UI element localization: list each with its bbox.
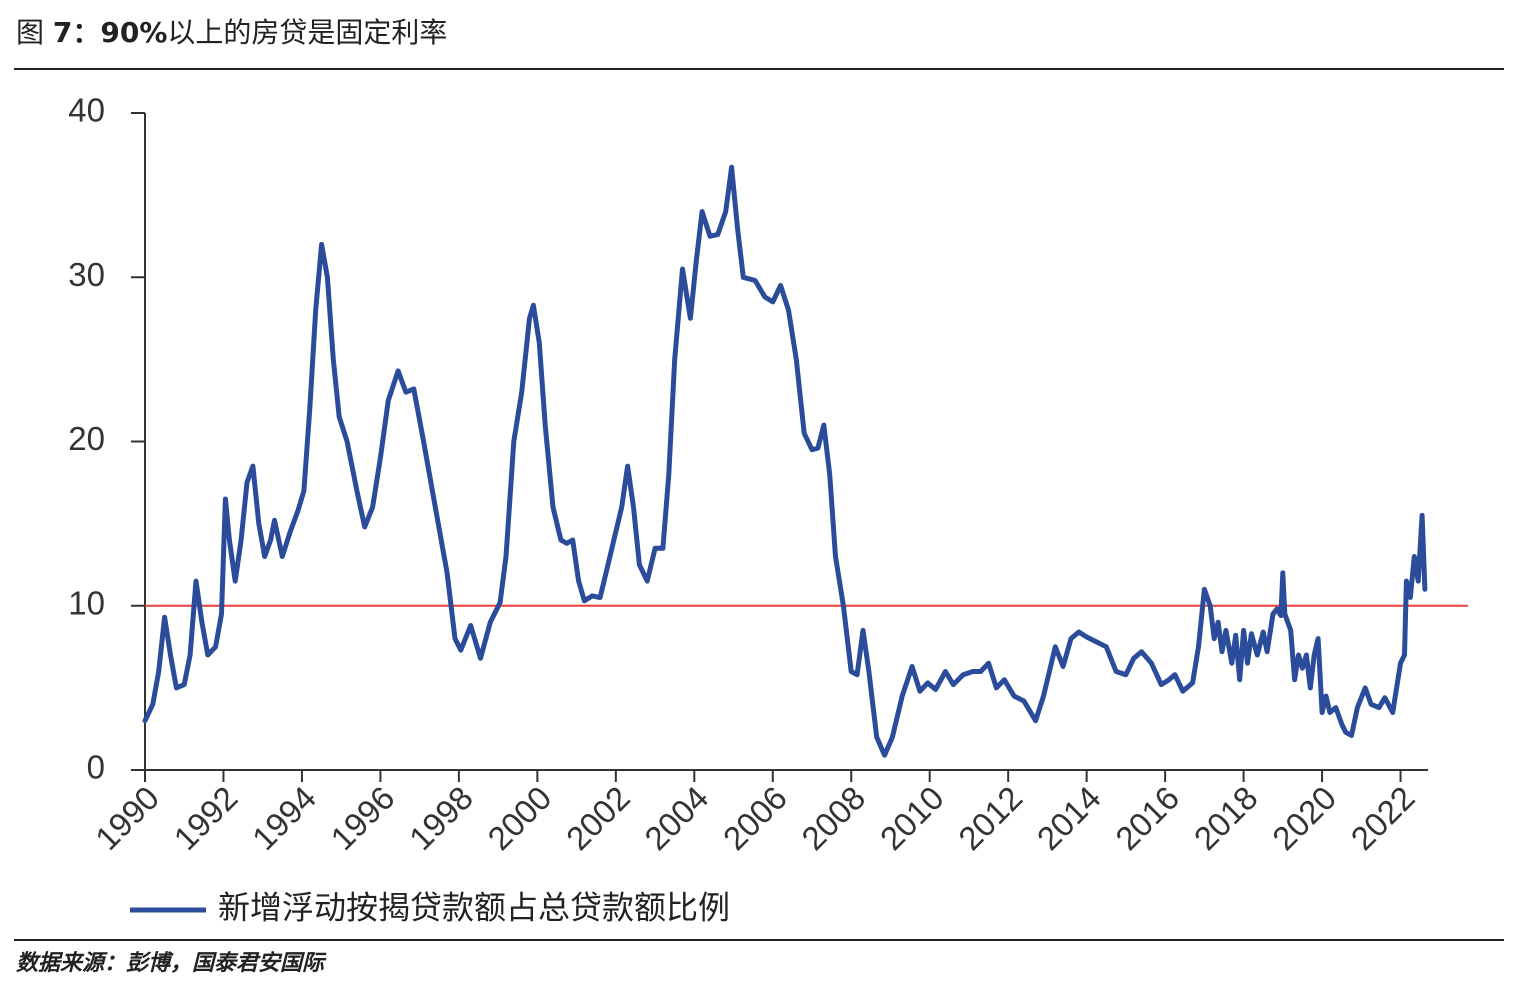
y-tick-label: 20 [68,420,105,457]
x-tick-label: 1996 [323,779,401,857]
x-tick-label: 1994 [245,779,323,857]
y-tick-label: 0 [87,749,105,786]
title-part: 7：90% [53,16,168,49]
x-tick-label: 2016 [1108,779,1186,857]
x-tick-label: 2002 [559,779,637,857]
title-part: 以上的房贷是固定利率 [167,16,447,49]
x-tick-label: 2000 [480,779,558,857]
x-tick-label: 2012 [951,779,1029,857]
x-tick-label: 2022 [1344,779,1422,857]
x-tick-label: 1998 [402,779,480,857]
x-tick-label: 2018 [1187,779,1265,857]
x-tick-label: 1990 [88,779,166,857]
y-tick-label: 30 [68,256,105,293]
x-tick-label: 1992 [167,779,245,857]
chart-title: 图 7：90%以上的房贷是固定利率 [16,16,447,49]
x-tick-label: 2008 [794,779,872,857]
source: 数据来源：彭博，国泰君安国际 [16,950,327,976]
series-line [142,164,1428,758]
x-tick-label: 2014 [1030,779,1108,857]
y-tick-label: 40 [68,92,105,129]
x-tick-label: 2020 [1265,779,1343,857]
legend-label: 新增浮动按揭贷款额占总贷款额比例 [218,889,730,927]
title-part: 图 [16,16,53,49]
y-tick-label: 10 [68,584,105,621]
x-tick-label: 2006 [716,779,794,857]
x-tick-label: 2010 [873,779,951,857]
x-tick-label: 2004 [637,779,715,857]
